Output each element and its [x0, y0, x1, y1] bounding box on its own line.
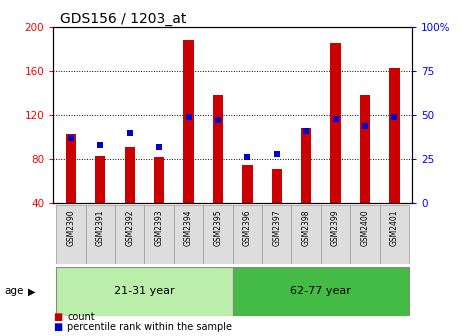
Bar — [331, 43, 341, 203]
Text: GSM2398: GSM2398 — [302, 209, 311, 246]
Text: GDS156 / 1203_at: GDS156 / 1203_at — [61, 12, 187, 26]
Bar — [213, 95, 223, 203]
Bar — [174, 205, 203, 264]
Bar — [262, 205, 292, 264]
Bar — [144, 205, 174, 264]
Bar — [233, 205, 262, 264]
Bar — [154, 157, 164, 203]
Bar — [56, 267, 233, 316]
Text: GSM2390: GSM2390 — [66, 209, 75, 246]
Bar — [292, 205, 321, 264]
Text: GSM2393: GSM2393 — [155, 209, 163, 246]
Text: count: count — [67, 312, 95, 322]
Bar — [86, 205, 115, 264]
Bar — [183, 40, 194, 203]
Bar — [242, 165, 252, 203]
Bar — [350, 205, 380, 264]
Bar — [203, 205, 233, 264]
Bar — [115, 205, 144, 264]
Bar — [56, 205, 86, 264]
Text: ▶: ▶ — [28, 287, 35, 296]
Text: ■: ■ — [53, 312, 63, 322]
Bar — [380, 205, 409, 264]
Text: GSM2395: GSM2395 — [213, 209, 222, 246]
Bar — [66, 134, 76, 203]
Text: GSM2400: GSM2400 — [361, 209, 369, 246]
Bar — [233, 267, 409, 316]
Text: percentile rank within the sample: percentile rank within the sample — [67, 322, 232, 332]
Bar — [125, 147, 135, 203]
Text: 62-77 year: 62-77 year — [290, 287, 351, 296]
Bar — [360, 95, 370, 203]
Text: GSM2399: GSM2399 — [331, 209, 340, 246]
Text: age: age — [5, 287, 24, 296]
Bar — [321, 205, 350, 264]
Bar — [95, 156, 106, 203]
Bar — [272, 169, 282, 203]
Text: 21-31 year: 21-31 year — [114, 287, 175, 296]
Bar — [301, 128, 311, 203]
Text: GSM2396: GSM2396 — [243, 209, 252, 246]
Text: ■: ■ — [53, 322, 63, 332]
Text: GSM2401: GSM2401 — [390, 209, 399, 246]
Text: GSM2394: GSM2394 — [184, 209, 193, 246]
Text: GSM2392: GSM2392 — [125, 209, 134, 246]
Text: GSM2391: GSM2391 — [96, 209, 105, 246]
Bar — [389, 68, 400, 203]
Text: GSM2397: GSM2397 — [272, 209, 282, 246]
